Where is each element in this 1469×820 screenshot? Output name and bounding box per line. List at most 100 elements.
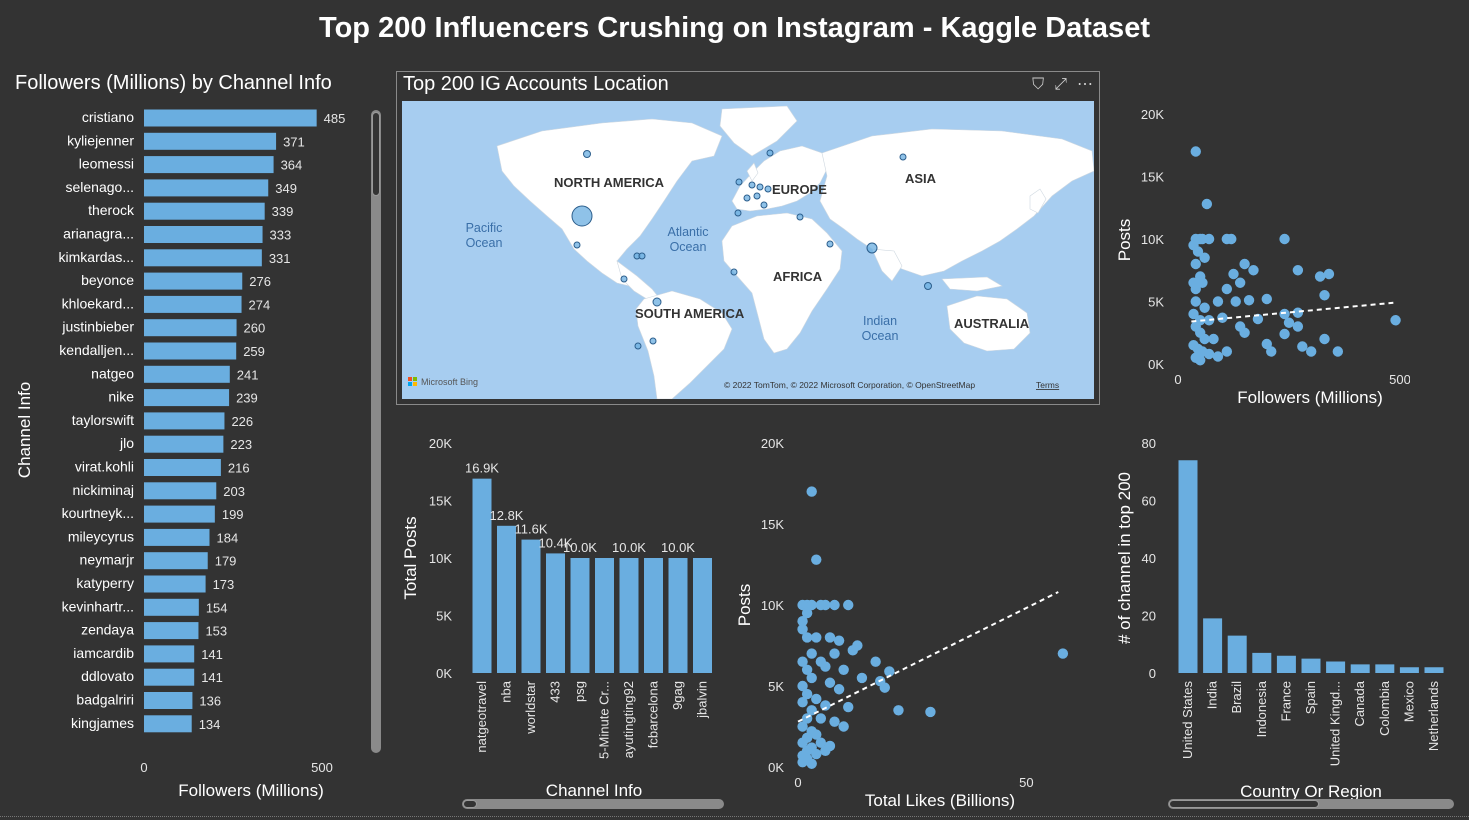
y-tick-label: 5K (1148, 295, 1164, 310)
bar (1203, 618, 1223, 673)
location-bubble[interactable] (756, 183, 764, 191)
posts-chart-scrollbar[interactable] (462, 799, 724, 809)
y-tick-label: 20K (761, 436, 784, 451)
location-bubble[interactable] (734, 209, 742, 217)
bar (144, 389, 230, 407)
scrollbar-thumb[interactable] (1169, 800, 1319, 808)
scatter-point (801, 688, 813, 700)
location-bubble[interactable] (760, 201, 768, 209)
scatter-point (820, 661, 831, 672)
location-bubble[interactable] (766, 149, 774, 157)
category-label: Canada (1352, 680, 1367, 726)
location-bubble[interactable] (634, 342, 642, 350)
location-bubble[interactable] (796, 213, 804, 221)
data-label: 333 (270, 228, 292, 243)
filter-icon[interactable]: ⛉ (1032, 76, 1045, 93)
scatter-point (806, 599, 817, 611)
category-label: neymarjr (80, 552, 135, 568)
y-tick-label: 10K (1141, 232, 1164, 247)
world-map[interactable]: NORTH AMERICA EUROPE ASIA AFRICA SOUTH A… (402, 101, 1094, 399)
category-label: kourtneyk... (62, 505, 134, 521)
y-tick-label: 15K (761, 517, 784, 532)
scatter-point (833, 635, 845, 646)
scatter-point (1243, 295, 1255, 306)
category-label: Indonesia (1254, 680, 1269, 737)
data-label: 153 (205, 624, 227, 639)
location-bubble[interactable] (866, 242, 878, 254)
location-bubble[interactable] (571, 205, 593, 227)
bar (144, 622, 199, 640)
scatter-point (829, 599, 840, 611)
continent-label: EUROPE (772, 182, 827, 197)
followers-chart-scrollbar[interactable] (371, 110, 381, 753)
scatter-point (829, 716, 840, 727)
africa-land (721, 212, 843, 354)
bar (570, 558, 590, 673)
scatter-point (838, 721, 849, 732)
map-visual[interactable]: Top 200 IG Accounts Location ⛉ ⤢ ⋯ (396, 71, 1100, 405)
location-bubble[interactable] (899, 153, 907, 161)
y-tick-label: 60 (1142, 494, 1156, 509)
location-bubbles[interactable] (571, 149, 932, 350)
location-bubble[interactable] (573, 241, 581, 249)
location-bubble[interactable] (730, 268, 738, 276)
scatter-point (1279, 328, 1290, 340)
y-tick-label: 20K (429, 436, 452, 451)
location-bubble[interactable] (764, 185, 772, 193)
bar (1326, 661, 1346, 673)
category-label: beyonce (81, 272, 134, 288)
map-terms-link[interactable]: Terms (1036, 380, 1059, 390)
data-label: 134 (199, 717, 221, 732)
location-bubble[interactable] (620, 275, 628, 283)
y-axis-title: Posts (1115, 219, 1134, 262)
more-options-icon[interactable]: ⋯ (1077, 76, 1093, 93)
bar (144, 598, 199, 616)
scatter-point (1283, 317, 1295, 328)
australia-land (946, 295, 1031, 352)
location-bubble[interactable] (924, 282, 932, 290)
y-tick-label: 0K (768, 760, 784, 775)
scatter-point (806, 758, 817, 769)
scrollbar-thumb[interactable] (372, 112, 380, 196)
location-bubble[interactable] (753, 192, 761, 200)
bar (144, 132, 277, 150)
location-bubble[interactable] (748, 181, 756, 189)
bar (1227, 635, 1247, 673)
bar (668, 558, 688, 673)
page-edge (0, 816, 1469, 817)
bar (1252, 652, 1272, 673)
category-label: nba (499, 680, 514, 702)
data-label: 10.0K (563, 540, 597, 555)
scatter-point (884, 666, 895, 677)
bar (1375, 664, 1395, 673)
y-tick-label: 15K (1141, 170, 1164, 185)
map-attribution[interactable]: © 2022 TomTom, © 2022 Microsoft Corporat… (724, 380, 975, 390)
ocean-label: Indian (863, 314, 897, 328)
location-bubble[interactable] (638, 252, 646, 260)
category-label: 433 (548, 681, 563, 703)
location-bubble[interactable] (735, 178, 743, 186)
data-label: 199 (222, 507, 244, 522)
category-label: Colombia (1377, 680, 1392, 736)
y-tick-label: 0K (436, 666, 452, 681)
location-bubble[interactable] (649, 337, 657, 345)
location-bubble[interactable] (743, 194, 751, 202)
followers-bar-chart: cristiano 485 kyliejenner 371 leomessi 364 sel… (15, 109, 345, 800)
y-tick-label: 20 (1142, 609, 1156, 624)
y-axis-title: Total Posts (401, 516, 420, 599)
category-label: United Kingd... (1328, 681, 1343, 766)
category-label: leomessi (79, 156, 134, 172)
scatter-point (1297, 341, 1308, 352)
country-chart-scrollbar[interactable] (1168, 799, 1454, 809)
scrollbar-thumb[interactable] (463, 800, 477, 808)
scatter-point (1195, 355, 1206, 366)
category-label: Netherlands (1426, 681, 1441, 752)
data-label: 371 (283, 134, 305, 149)
location-bubble[interactable] (652, 297, 662, 307)
location-bubble[interactable] (826, 240, 834, 248)
x-axis-title: Followers (Millions) (178, 781, 323, 800)
location-bubble[interactable] (583, 150, 591, 158)
scatter-point (1226, 233, 1237, 245)
y-tick-label: 0 (1149, 666, 1156, 681)
focus-mode-icon[interactable]: ⤢ (1054, 76, 1067, 93)
